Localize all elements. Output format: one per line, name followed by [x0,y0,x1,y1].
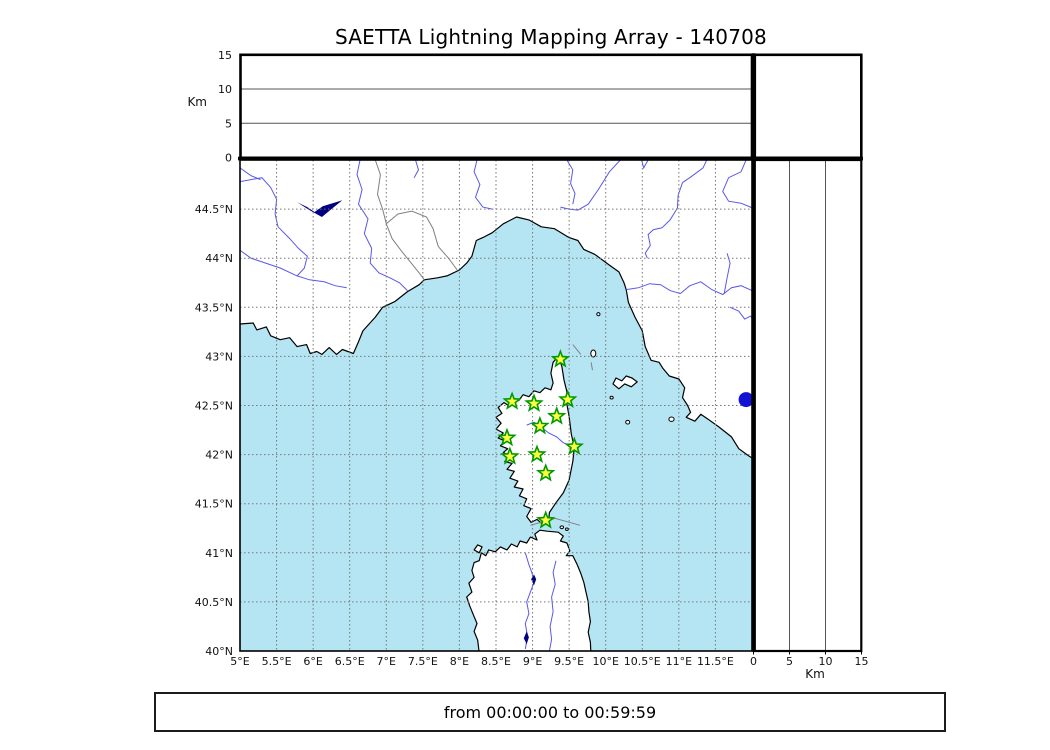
lake-sardinia-lake-south [523,631,529,645]
station-marker-4 [557,389,578,408]
lat-tick-label: 42.5°N [195,400,233,413]
lon-tick-label: 11.5°E [697,655,734,668]
panel-backgrounds [240,55,862,651]
alt-tick-label-bottom: 10 [819,655,833,668]
station-marker-1 [550,349,571,368]
panel-borders [238,53,863,653]
island-capraia [590,349,597,358]
landmass-asinara [473,544,483,554]
lat-tick-label: 44.5°N [195,203,233,216]
station-marker-6 [530,415,550,435]
time-range-box: from 00:00:00 to 00:59:59 [154,692,946,732]
lon-tick-label: 7.5°E [408,655,438,668]
lake-serre-poncon [297,200,343,217]
landmass-corsica [495,355,575,525]
lon-tick-label: 9.5°E [554,655,584,668]
lon-tick-label: 8°E [450,655,469,668]
river-13 [729,306,752,320]
boundary-2 [530,517,581,526]
lat-tick-label: 42°N [205,449,233,462]
lon-tick-label: 6.5°E [335,655,365,668]
lat-tick-label: 40°N [205,645,233,658]
lon-tick-label: 6°E [303,655,322,668]
boundary-1 [385,210,458,271]
time-range-label: from 00:00:00 to 00:59:59 [443,702,657,722]
lat-tick-label: 43.5°N [195,301,233,314]
source-dot [738,392,752,408]
lat-tick-label: 41°N [205,547,233,560]
river-1 [240,177,347,289]
alt-tick-label: 15 [218,49,232,62]
lon-tick-label: 11°E [666,655,692,668]
altitude-latitude-panel [755,160,862,651]
lon-tick-label: 7°E [377,655,396,668]
island-montecristo [625,419,631,425]
lake-lake-coghinas [531,574,537,586]
boundary-3 [572,344,582,355]
altitude-axis-label-bottom: Km [805,667,825,681]
boundary-0 [374,160,425,281]
station-marker-10 [527,444,547,463]
lon-tick-label: 5.5°E [262,655,292,668]
lat-tick-label: 43°N [205,350,233,363]
lat-tick-label: 40.5°N [195,596,233,609]
river-2 [240,249,298,277]
river-9 [644,160,708,259]
altitude-longitude-panel [240,55,752,158]
island-gorgona [596,312,601,317]
island-giglio [668,416,675,422]
lat-tick-label: 41.5°N [195,498,233,511]
alt-tick-label: 0 [225,152,232,165]
page-title: SAETTA Lightning Mapping Array - 140708 [335,25,767,49]
alt-tick-label-bottom: 15 [855,655,869,668]
right-panel-gridlines [789,161,826,650]
river-15 [524,552,535,650]
axis-labels: Km Km 0 0 5 5 10 10 15 15 5°E 5.5°E 6°E 6.5°E 7°E 7.5… [187,49,868,681]
lon-tick-label: 10°E [592,655,618,668]
histogram-panel [755,55,862,158]
river-6 [566,160,576,205]
alt-tick-label: 5 [225,117,232,130]
station-marker-12 [535,510,556,529]
river-16 [548,560,557,651]
map-panel [240,160,752,651]
landmass-elba [612,375,638,390]
altitude-panel-gridlines [241,88,751,124]
landmass-sardinia [466,529,592,651]
station-marker-7 [497,427,517,447]
station-marker-9 [500,446,520,465]
alt-tick-label-bottom: 5 [786,655,793,668]
island-pianosa [609,395,614,400]
alt-tick-label-bottom: 0 [750,655,757,668]
island-maddalena-2 [565,527,569,531]
river-5 [473,160,493,210]
alt-tick-label: 10 [218,83,232,96]
river-4 [413,160,420,178]
river-10 [722,160,752,209]
lon-tick-label: 9°E [523,655,542,668]
station-marker-2 [502,391,522,410]
station-marker-3 [524,393,544,412]
lon-tick-label: 8.5°E [481,655,511,668]
boundary-4 [590,362,593,371]
river-8 [641,160,649,170]
lon-tick-label: 5°E [230,655,249,668]
landmass-mainland-france-italy [240,160,752,459]
island-maddalena-1 [559,525,565,530]
station-marker-5 [546,406,567,425]
river-11 [626,281,752,296]
lat-tick-label: 44°N [205,252,233,265]
lon-tick-label: 10.5°E [624,655,661,668]
station-marker-11 [535,463,556,482]
altitude-axis-label-left: Km [187,95,207,109]
station-marker-8 [564,436,585,456]
river-3 [356,160,408,291]
